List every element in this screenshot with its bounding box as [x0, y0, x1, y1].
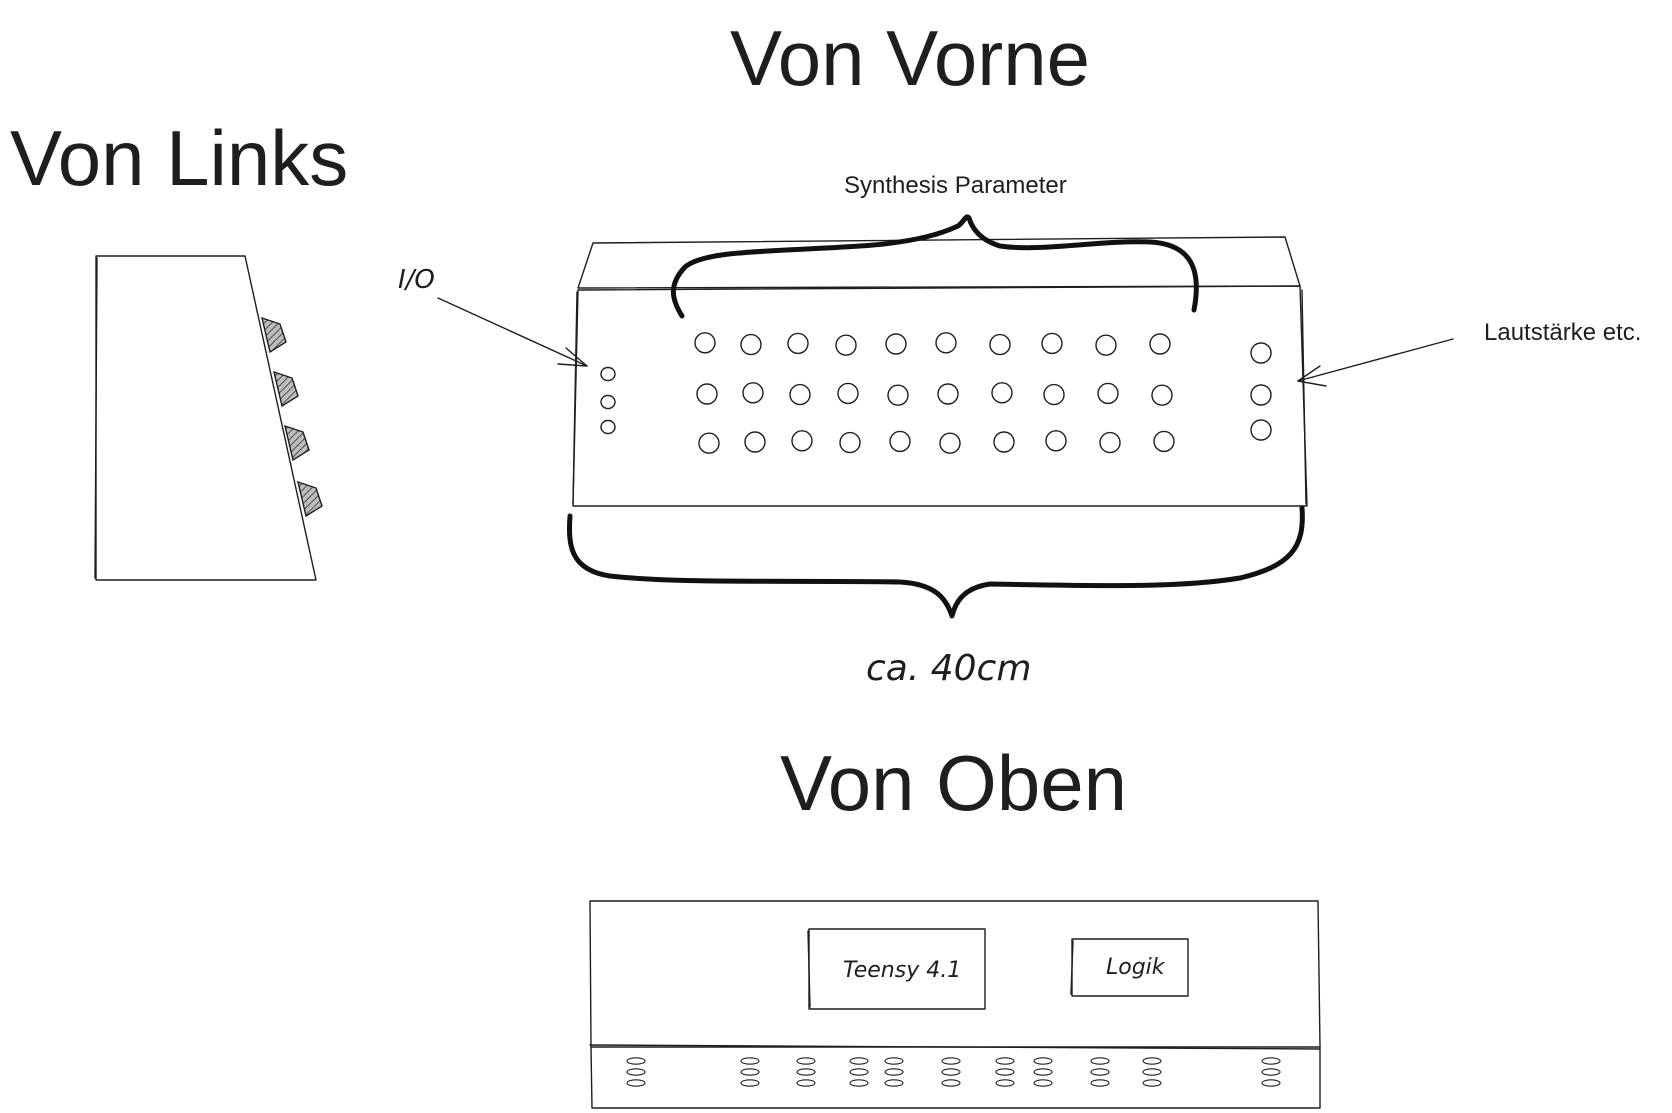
io-knob	[600, 366, 616, 382]
synthesis-knob	[787, 332, 809, 355]
top-knob	[740, 1079, 760, 1087]
top-knob	[626, 1068, 646, 1076]
synthesis-knob	[1153, 430, 1175, 453]
width-label: ca. 40cm	[866, 648, 1031, 689]
synthesis-knob	[887, 384, 909, 406]
top-knob	[1033, 1079, 1053, 1087]
volume-arrow-head	[1297, 365, 1327, 387]
title-front-view: Von Vorne	[730, 14, 1090, 102]
synthesis-knob	[698, 432, 720, 454]
volume-arrow-line	[1297, 338, 1454, 382]
front-knobs	[600, 332, 1272, 454]
volume-knob	[1250, 419, 1272, 441]
top-knob	[796, 1057, 816, 1065]
top-front-strip	[590, 1046, 1321, 1109]
side-knob	[284, 424, 310, 462]
top-knob	[1090, 1079, 1110, 1087]
top-knob	[941, 1068, 961, 1076]
synthesis-knob	[744, 431, 766, 453]
volume-knob	[1250, 342, 1272, 364]
top-knob	[995, 1068, 1015, 1076]
synthesis-knob	[1149, 333, 1171, 355]
volume-knob	[1250, 384, 1272, 406]
top-knob	[1142, 1068, 1162, 1076]
volume-label: Lautstärke etc.	[1484, 319, 1641, 346]
top-knob	[884, 1068, 904, 1076]
synthesis-knob	[939, 432, 961, 454]
side-enclosure	[95, 255, 317, 581]
synthesis-knob	[742, 382, 764, 404]
top-knob	[849, 1068, 869, 1076]
side-knob	[273, 370, 299, 408]
synthesis-knob	[694, 332, 716, 354]
top-knob	[1142, 1057, 1162, 1065]
top-knob	[941, 1057, 961, 1065]
synthesis-knob	[991, 382, 1013, 404]
synthesis-knob	[989, 333, 1011, 356]
top-knob	[1090, 1057, 1110, 1065]
top-knob	[995, 1079, 1015, 1087]
synthesis-knob	[885, 333, 907, 355]
top-view: Teensy 4.1 Logik	[589, 900, 1321, 1109]
top-knob	[849, 1057, 869, 1065]
top-knob	[884, 1079, 904, 1087]
synthesis-knob	[1151, 384, 1173, 406]
synthesis-knob	[835, 334, 857, 356]
teensy-label: Teensy 4.1	[843, 958, 961, 983]
top-knob	[884, 1057, 904, 1065]
logic-label: Logik	[1106, 955, 1166, 980]
top-knob	[740, 1068, 760, 1076]
synthesis-label: Synthesis Parameter	[844, 172, 1067, 199]
side-knob	[297, 480, 323, 518]
top-knob	[995, 1057, 1015, 1065]
io-knob	[600, 419, 616, 435]
synthesis-knob	[791, 430, 813, 452]
top-knob	[1090, 1068, 1110, 1076]
title-left-view: Von Links	[10, 114, 348, 202]
synthesis-knob	[1095, 334, 1117, 356]
top-knob	[849, 1079, 869, 1087]
synthesis-knob	[935, 332, 957, 354]
synthesis-knob	[1099, 431, 1121, 454]
top-knob	[796, 1068, 816, 1076]
io-arrow-line	[437, 297, 588, 367]
io-knob	[600, 394, 616, 410]
top-knobs	[626, 1057, 1281, 1087]
title-top-view: Von Oben	[780, 739, 1127, 827]
synthesis-knob	[696, 383, 718, 405]
io-arrow-head	[557, 347, 588, 367]
top-knob	[1261, 1057, 1281, 1065]
top-knob	[941, 1079, 961, 1087]
io-label: I/O	[398, 265, 435, 295]
top-knob	[1033, 1057, 1053, 1065]
top-knob	[1033, 1068, 1053, 1076]
synthesis-knob	[993, 431, 1015, 453]
top-knob	[626, 1057, 646, 1065]
synthesis-knob	[889, 430, 911, 453]
synthesis-knob	[1041, 332, 1063, 355]
front-view: Synthesis Parameter ca. 40cm I/O Lautstä…	[398, 172, 1641, 689]
synthesis-brace	[670, 214, 1199, 319]
top-knob	[796, 1079, 816, 1087]
side-knob	[261, 316, 287, 354]
width-brace	[567, 505, 1305, 619]
top-knob	[626, 1079, 646, 1087]
synthesis-knob	[1045, 430, 1067, 452]
top-knob	[740, 1057, 760, 1065]
side-knobs	[261, 316, 323, 518]
synthesis-knob	[837, 382, 859, 405]
top-knob	[1261, 1079, 1281, 1087]
top-knob	[1261, 1068, 1281, 1076]
synthesis-knob	[839, 431, 861, 454]
synthesis-knob	[1043, 383, 1065, 406]
synthesis-knob	[937, 383, 959, 405]
synthesis-knob	[1097, 382, 1119, 405]
side-view	[94, 255, 323, 581]
top-knob	[1142, 1079, 1162, 1087]
synthesis-knob	[740, 333, 762, 356]
synthesis-knob	[789, 383, 811, 406]
